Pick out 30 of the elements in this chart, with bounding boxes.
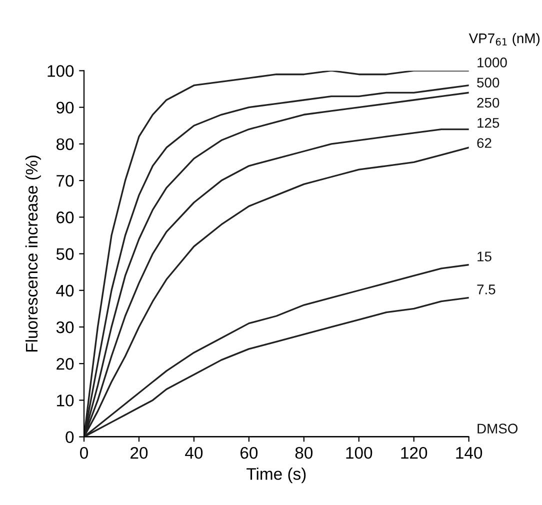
y-tick-label: 50 (56, 248, 74, 260)
y-tick-label: 30 (56, 321, 74, 334)
y-tick-label: 10 (57, 394, 74, 406)
series-label: 62 (477, 138, 492, 148)
y-tick-label: 60 (56, 212, 74, 224)
y-tick-label: 80 (56, 138, 74, 150)
series-label: 7.5 (477, 284, 496, 294)
x-tick-label: 100 (346, 446, 372, 459)
x-tick-label: 0 (80, 446, 88, 459)
legend-title: VP7$_{61}$ (nM) (468, 33, 540, 46)
x-axis-title: Time (s) (246, 468, 306, 484)
series-label: 500 (477, 78, 500, 88)
y-tick-label: 90 (56, 102, 74, 114)
y-tick-label: 70 (56, 174, 74, 187)
series-label: DMSO (478, 424, 518, 434)
y-tick-label: 40 (56, 284, 74, 297)
y-tick-label: 20 (56, 358, 74, 370)
series-label: 15 (478, 252, 492, 262)
y-tick-label: 0 (66, 431, 74, 444)
x-tick-label: 20 (130, 446, 148, 459)
x-tick-label: 80 (295, 446, 313, 459)
x-tick-label: 120 (401, 446, 428, 459)
series-label: 125 (478, 118, 500, 128)
y-axis-title: Fluorescence increase (%) (25, 156, 41, 352)
y-tick-label: 100 (48, 65, 74, 77)
x-tick-label: 60 (240, 446, 258, 459)
series-label: 250 (477, 98, 500, 108)
x-tick-label: 140 (456, 446, 482, 459)
x-tick-label: 40 (185, 446, 203, 459)
series-label: 1000 (478, 58, 507, 68)
